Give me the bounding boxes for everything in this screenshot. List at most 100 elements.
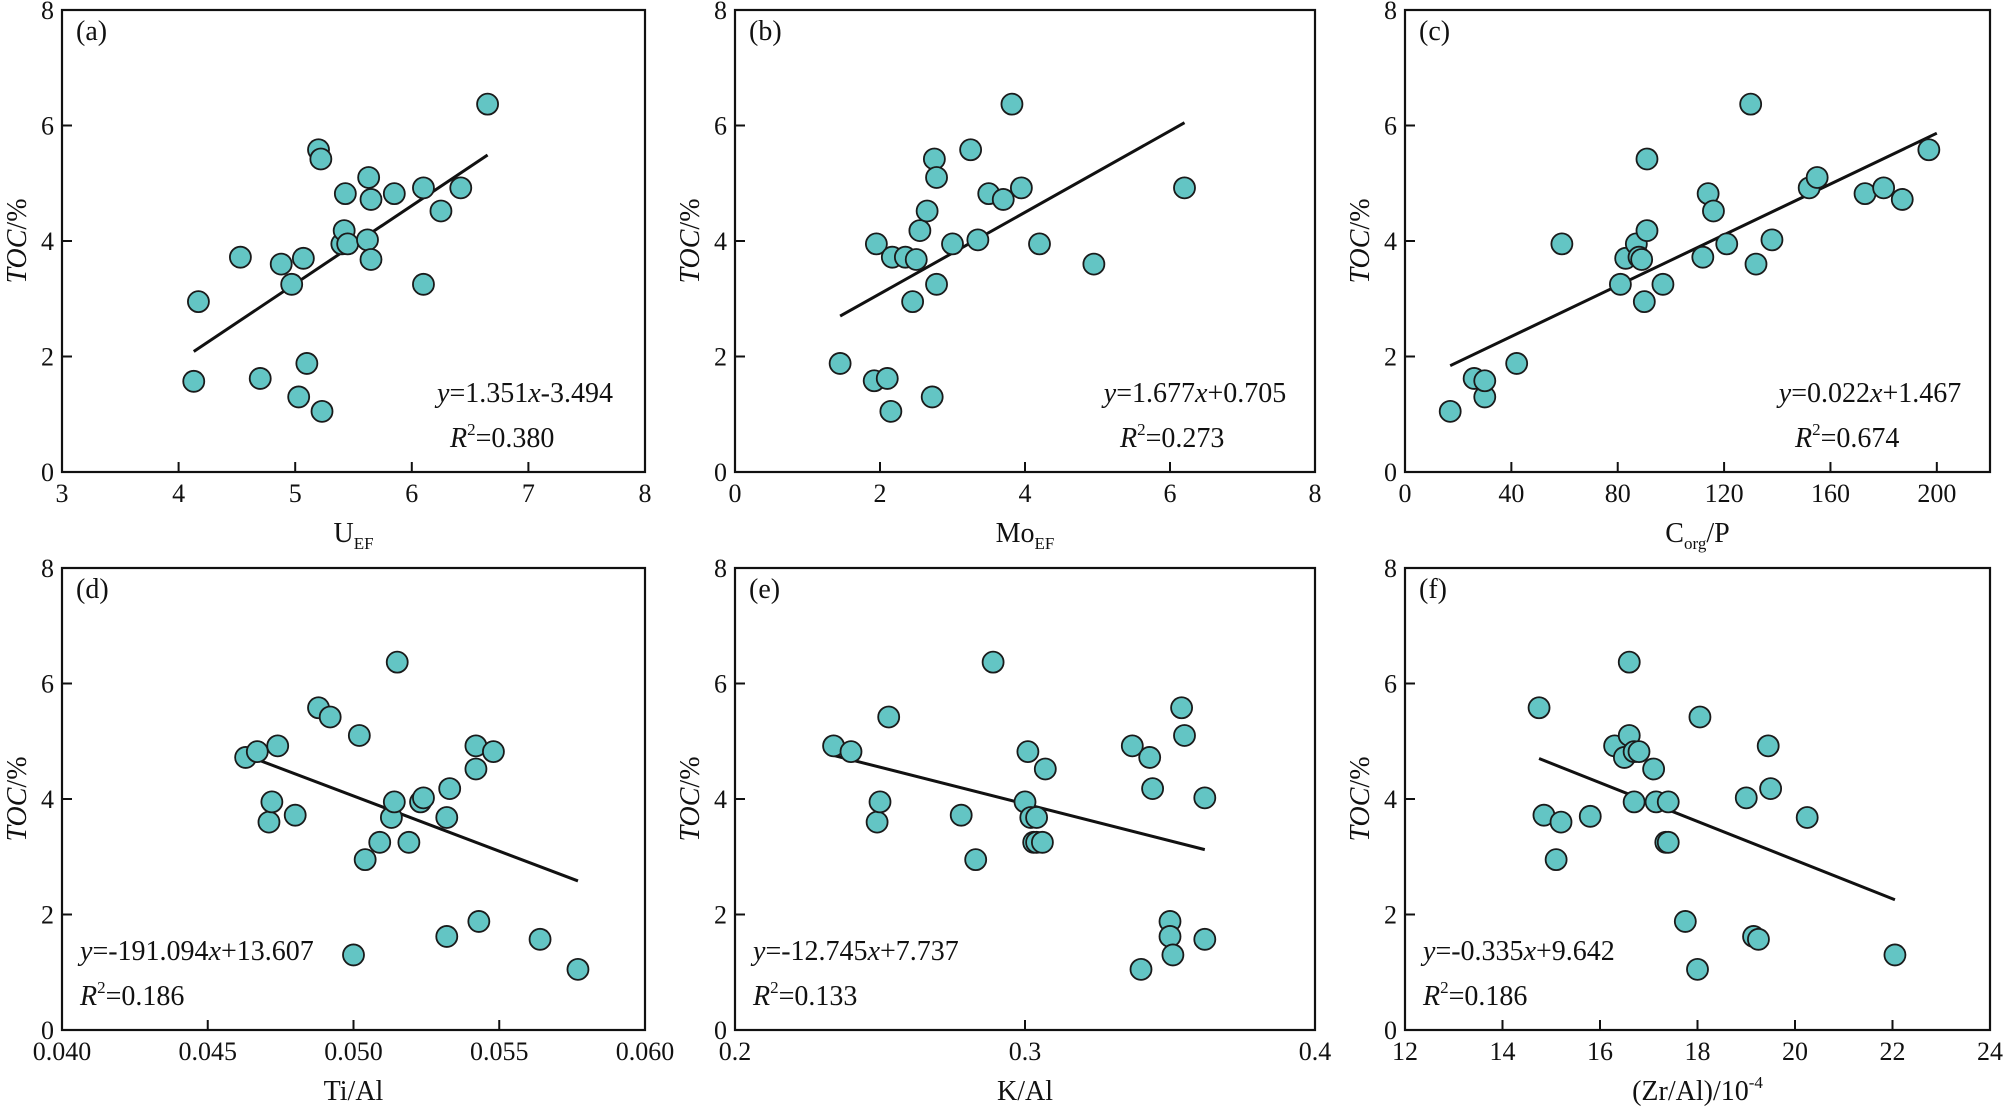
data-point: [1642, 757, 1666, 781]
data-point: [864, 232, 888, 256]
x-tick-label: 0.040: [33, 1037, 92, 1066]
data-point: [1715, 232, 1739, 256]
data-point: [966, 228, 990, 252]
data-point: [1883, 943, 1907, 967]
x-axis-label: K/Al: [997, 1076, 1053, 1107]
data-point: [1734, 786, 1758, 810]
data-point: [1138, 746, 1162, 769]
x-tick-label: 24: [1977, 1037, 2003, 1066]
data-point: [566, 957, 590, 981]
data-point: [382, 790, 406, 814]
data-point: [476, 92, 499, 116]
data-point: [1193, 786, 1217, 810]
data-point: [1193, 927, 1217, 951]
data-point: [1158, 925, 1182, 948]
x-tick-label: 0: [729, 479, 742, 508]
panel-b: 0 2 4 6 8 0 2 4 6 8 (b) TOC/% MoEF y=1.677x+0.705 R2=0…: [675, 0, 1322, 553]
x-tick-label: 4: [1019, 479, 1032, 508]
y-tick-label: 2: [1384, 901, 1397, 930]
data-point: [353, 848, 377, 872]
data-point: [257, 810, 281, 834]
data-point: [280, 272, 304, 296]
x-tick-label: 20: [1782, 1037, 1808, 1066]
x-tick-label: 18: [1685, 1037, 1711, 1066]
y-tick-label: 2: [41, 343, 54, 372]
data-point: [1805, 166, 1829, 189]
x-tick-label: 8: [639, 479, 652, 508]
x-tick-label: 5: [289, 479, 302, 508]
x-tick-label: 0.060: [616, 1037, 675, 1066]
data-point: [1702, 199, 1725, 223]
data-point: [1544, 848, 1568, 872]
data-point: [295, 352, 319, 375]
data-point: [359, 188, 383, 211]
data-point: [839, 740, 863, 764]
data-point: [1031, 830, 1054, 854]
data-point: [904, 248, 928, 271]
data-point: [245, 740, 269, 764]
data-point: [991, 188, 1015, 211]
y-tick-label: 4: [1384, 785, 1397, 814]
data-point: [1651, 272, 1675, 296]
x-tick-label: 3: [56, 479, 69, 508]
data-point: [1173, 176, 1196, 200]
data-point: [342, 943, 365, 967]
data-point: [901, 290, 925, 314]
data-point: [435, 806, 459, 829]
data-point: [248, 367, 272, 390]
regression-equation: y=-12.745x+7.737: [750, 936, 959, 967]
data-point: [1673, 910, 1697, 933]
x-tick-label: 2: [874, 479, 887, 508]
data-point: [964, 848, 988, 872]
x-axis-label: UEF: [333, 518, 373, 553]
data-point: [385, 650, 409, 674]
x-tick-label: 0.055: [470, 1037, 529, 1066]
panel-label: (d): [76, 574, 109, 605]
data-point: [1025, 806, 1048, 829]
y-tick-label: 0: [1384, 458, 1397, 487]
y-tick-label: 4: [1384, 227, 1397, 256]
x-tick-label: 80: [1605, 479, 1631, 508]
data-point: [260, 790, 284, 814]
data-point: [1739, 92, 1763, 116]
regression-line: [1538, 757, 1896, 902]
data-point: [981, 650, 1005, 674]
data-point: [1608, 272, 1632, 296]
data-point: [269, 252, 293, 276]
data-point: [1505, 352, 1529, 375]
data-point: [1747, 927, 1770, 951]
panel-label: (b): [749, 16, 782, 47]
regression-equation: y=0.022x+1.467: [1776, 378, 1961, 409]
data-point: [1161, 943, 1185, 967]
x-axis-label: Corg/P: [1665, 518, 1729, 553]
x-tick-label: 4: [172, 479, 185, 508]
data-point: [1129, 957, 1153, 981]
data-point: [397, 830, 421, 854]
x-tick-label: 6: [405, 479, 418, 508]
x-tick-label: 0.3: [1009, 1037, 1042, 1066]
data-point: [1795, 806, 1819, 829]
data-point: [1473, 369, 1497, 393]
data-point: [482, 740, 505, 764]
regression-equation: y=1.351x-3.494: [434, 378, 613, 409]
data-point: [336, 232, 360, 256]
data-point: [438, 777, 462, 801]
data-point: [1170, 696, 1193, 720]
data-point: [1656, 830, 1680, 854]
data-point: [187, 290, 210, 314]
y-axis-label: TOC/%: [675, 198, 706, 283]
data-point: [333, 182, 357, 206]
panel-e: 0.2 0.3 0.4 0 2 4 6 8 (e) TOC/% K/Al y=-12.745x+7.7…: [675, 554, 1331, 1107]
data-point: [382, 182, 406, 206]
data-point: [309, 147, 333, 171]
data-point: [879, 399, 903, 423]
x-tick-label: 6: [1164, 479, 1177, 508]
y-tick-label: 6: [41, 670, 54, 699]
y-tick-label: 8: [714, 0, 727, 25]
r-squared: R2=0.674: [1794, 420, 1899, 454]
x-tick-label: 0: [1399, 479, 1412, 508]
data-point: [1550, 232, 1574, 256]
panel-label: (c): [1419, 16, 1450, 47]
y-tick-label: 8: [41, 554, 54, 583]
